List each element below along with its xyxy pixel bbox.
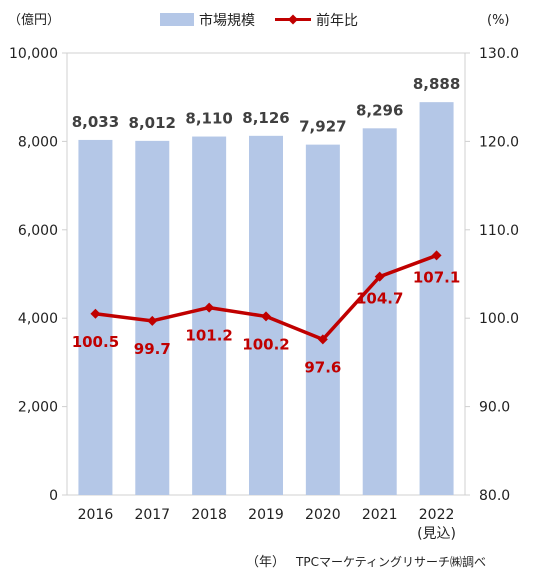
bar-value-label: 8,126: [242, 109, 289, 127]
bar: [305, 144, 340, 496]
line-series: [90, 250, 442, 345]
y-left-tick-label: 4,000: [18, 311, 58, 327]
legend-label-yoy: 前年比: [316, 12, 358, 29]
bar: [192, 136, 227, 495]
y-left-tick-label: 2,000: [18, 400, 58, 416]
bar-value-label: 8,296: [356, 101, 403, 119]
y-left-unit-label: （億円）: [8, 12, 60, 28]
bar-value-label: 7,927: [299, 118, 346, 136]
bar: [362, 128, 397, 495]
bar-value-label: 8,110: [185, 110, 232, 128]
y-left-tick-label: 0: [49, 488, 58, 504]
y-right-tick-label: 100.0: [479, 311, 519, 327]
line-value-label: 104.7: [356, 290, 403, 308]
y-left-ticks: 0 2,000 4,000 6,000 8,000 10,000: [9, 46, 67, 504]
legend-label-market-size: 市場規模: [199, 12, 255, 29]
x-tick-label: 2020: [305, 507, 341, 523]
line-marker: [147, 315, 158, 326]
source-note: TPCマーケティングリサーチ㈱調べ: [295, 555, 486, 569]
bar-value-label: 8,888: [413, 75, 460, 93]
line-value-label: 100.5: [72, 333, 119, 351]
line-value-labels: 100.5 99.7 101.2 100.2 97.6 104.7 107.1: [72, 268, 461, 376]
line-marker: [374, 271, 385, 282]
line-value-label: 107.1: [413, 268, 460, 286]
x-axis-ticks: 2016 2017 2018 2019 2020 2021 2022 (見込): [78, 507, 456, 542]
line-value-label: 97.6: [304, 358, 341, 376]
line-value-label: 101.2: [185, 327, 232, 345]
y-right-tick-label: 90.0: [479, 400, 510, 416]
legend: 市場規模 前年比: [160, 12, 358, 29]
bar-value-label: 8,012: [129, 114, 176, 132]
y-right-tick-label: 80.0: [479, 488, 510, 504]
x-tick-label: 2021: [362, 507, 398, 523]
bar: [419, 102, 454, 496]
x-tick-label: 2016: [78, 507, 114, 523]
line-marker: [204, 302, 215, 313]
line-marker: [90, 308, 101, 319]
line-marker: [261, 311, 271, 322]
x-tick-note: (見込): [417, 526, 456, 542]
y-right-tick-label: 130.0: [479, 46, 519, 62]
bar-value-labels: 8,033 8,012 8,110 8,126 7,927 8,296 8,888: [72, 75, 461, 135]
line-marker: [431, 250, 442, 261]
y-right-ticks: 80.0 90.0 100.0 110.0 120.0 130.0: [465, 46, 519, 504]
x-tick-label: 2019: [248, 507, 284, 523]
x-tick-label: 2022: [419, 507, 455, 523]
line-value-label: 100.2: [242, 335, 289, 353]
y-left-tick-label: 6,000: [18, 223, 58, 239]
x-tick-label: 2018: [191, 507, 227, 523]
y-left-tick-label: 10,000: [9, 46, 58, 62]
y-right-tick-label: 110.0: [479, 223, 519, 239]
y-left-tick-label: 8,000: [18, 134, 58, 150]
legend-marker-yoy: [288, 14, 298, 25]
y-right-tick-label: 120.0: [479, 134, 519, 150]
legend-swatch-market-size: [160, 13, 194, 26]
bar-value-label: 8,033: [72, 113, 119, 131]
x-axis-label: （年）: [246, 555, 285, 570]
line-value-label: 99.7: [134, 340, 171, 358]
x-tick-label: 2017: [134, 507, 170, 523]
line-marker: [317, 334, 328, 345]
bar-series: [78, 102, 454, 496]
y-right-unit-label: (%): [487, 13, 510, 28]
